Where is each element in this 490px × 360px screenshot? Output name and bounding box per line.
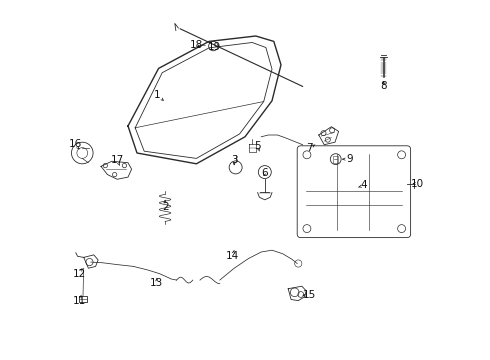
Text: 17: 17 (111, 155, 124, 165)
Text: 9: 9 (346, 154, 353, 164)
Text: 19: 19 (208, 42, 221, 52)
Text: 3: 3 (231, 155, 238, 165)
Text: 13: 13 (150, 278, 164, 288)
Text: 6: 6 (262, 168, 268, 178)
Text: 15: 15 (303, 290, 317, 300)
Text: 16: 16 (69, 139, 82, 149)
Text: 5: 5 (254, 141, 261, 151)
Text: 10: 10 (411, 179, 424, 189)
Text: 11: 11 (73, 296, 86, 306)
Text: 4: 4 (361, 180, 367, 190)
Text: 14: 14 (226, 251, 239, 261)
Text: 12: 12 (73, 269, 86, 279)
Text: 2: 2 (162, 202, 169, 212)
Text: 18: 18 (190, 40, 203, 50)
Text: 8: 8 (380, 81, 387, 91)
Text: 1: 1 (153, 90, 160, 100)
Text: 7: 7 (306, 143, 313, 153)
